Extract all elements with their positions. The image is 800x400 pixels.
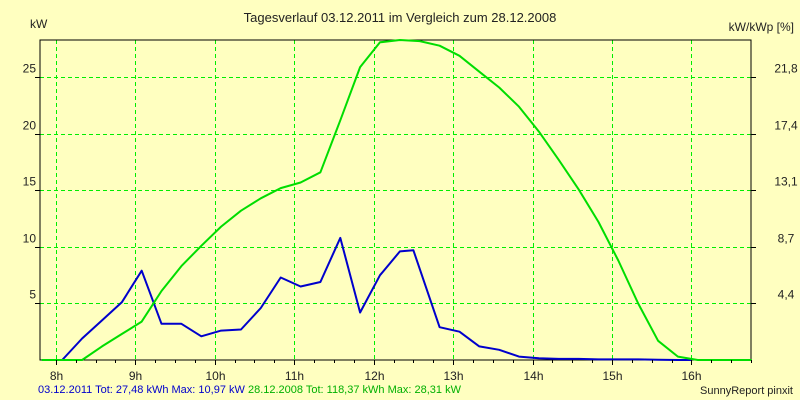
x-tick-label: 11h <box>285 369 304 383</box>
x-tick-label: 10h <box>205 369 225 383</box>
y2-tick-label: 17,4 <box>774 119 798 133</box>
y-tick-label: 20 <box>23 119 37 133</box>
y-axis-label-right: kW/kWp [%] <box>728 20 794 34</box>
x-tick-label: 15h <box>602 369 622 383</box>
y2-tick-label: 4,4 <box>778 288 795 302</box>
x-tick-label: 16h <box>681 369 701 383</box>
plot-border <box>39 39 752 361</box>
x-axis-ticks: 8h 9h 10h 11h 12h 13h 14h 15h 16h <box>50 360 752 383</box>
series-line-2 <box>41 39 752 361</box>
series-line-1 <box>41 236 693 361</box>
y2-axis-ticks: 4,4 8,7 13,1 17,4 21,8 <box>751 62 798 304</box>
y2-tick-label: 21,8 <box>774 62 798 76</box>
series-lines <box>41 39 752 361</box>
y-tick-label: 25 <box>23 62 37 76</box>
footer-summary: 03.12.2011 Tot: 27,48 kWh Max: 10,97 kW … <box>38 383 461 397</box>
grid <box>40 40 751 360</box>
x-tick-label: 14h <box>523 369 543 383</box>
y-tick-label: 15 <box>23 175 37 189</box>
x-tick-label: 8h <box>50 369 63 383</box>
chart-title: Tagesverlauf 03.12.2011 im Vergleich zum… <box>243 10 557 25</box>
y-axis-ticks: 5 10 15 20 25 <box>23 62 40 304</box>
x-tick-label: 13h <box>443 369 463 383</box>
footer-credit: SunnyReport pinxit <box>700 385 793 397</box>
y-axis-label-left: kW <box>30 17 48 31</box>
y2-tick-label: 8,7 <box>778 232 795 246</box>
footer-series-2-summary: 28.12.2008 Tot: 118,37 kWh Max: 28,31 kW <box>247 384 461 396</box>
footer-series-1-summary: 03.12.2011 Tot: 27,48 kWh Max: 10,97 kW <box>38 384 245 396</box>
x-tick-label: 9h <box>129 369 142 383</box>
y-tick-label: 10 <box>23 232 37 246</box>
y-tick-label: 5 <box>29 288 36 302</box>
y2-tick-label: 13,1 <box>774 175 798 189</box>
x-tick-label: 12h <box>364 369 384 383</box>
